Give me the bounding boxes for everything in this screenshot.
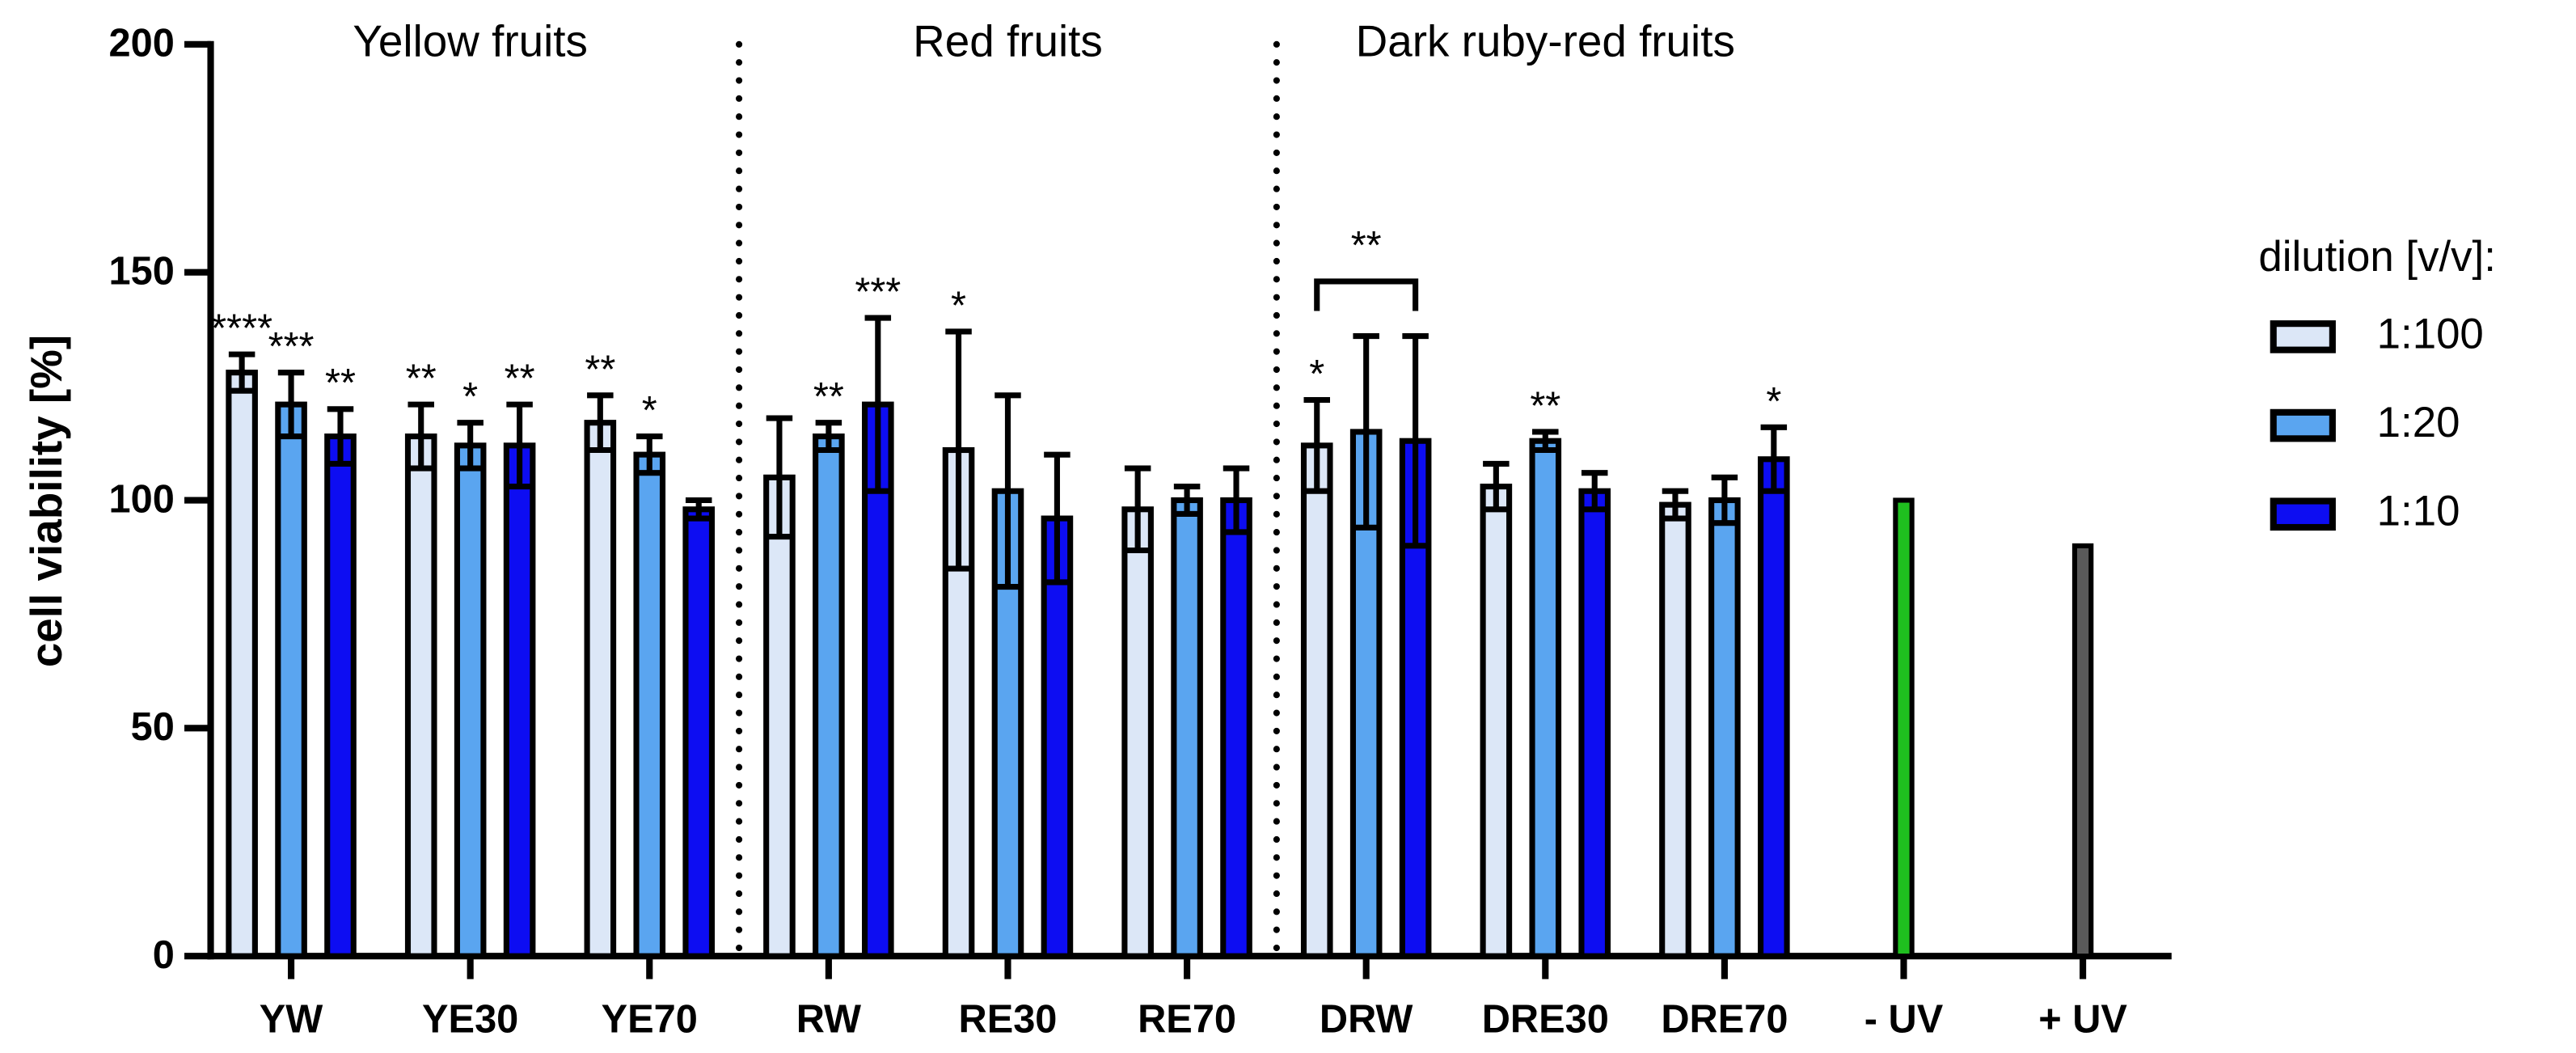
x-tick-label: RE70 — [1138, 997, 1236, 1041]
group-label: Dark ruby-red fruits — [1356, 15, 1735, 66]
x-tick-label: + UV — [2038, 997, 2127, 1041]
error-bar — [327, 406, 354, 467]
error-bar — [945, 328, 972, 572]
significance-label: * — [462, 375, 478, 419]
error-bar — [1662, 488, 1689, 522]
y-tick-label: 100 — [109, 477, 175, 521]
y-tick-label: 150 — [109, 250, 175, 294]
bar — [454, 442, 487, 959]
significance-label: * — [951, 284, 966, 328]
error-bar — [1124, 465, 1151, 554]
control-bar — [1893, 497, 1915, 959]
significance-label: * — [1309, 353, 1324, 396]
error-bar — [1581, 470, 1608, 513]
error-bar — [1173, 484, 1201, 517]
significance-label: *** — [268, 325, 315, 369]
significance-bracket — [1314, 278, 1419, 311]
significance-label: ** — [1530, 384, 1560, 428]
legend-label: 1:20 — [2377, 399, 2460, 446]
bar — [275, 401, 307, 959]
error-bar — [1044, 451, 1071, 586]
x-tick-label: DRE30 — [1482, 997, 1609, 1041]
error-bar — [277, 370, 305, 440]
control-bar — [2071, 543, 2094, 959]
error-bar — [506, 401, 533, 490]
significance-label: *** — [855, 270, 901, 314]
legend-label: 1:10 — [2377, 488, 2460, 535]
legend-swatch — [2270, 320, 2336, 353]
error-bar — [1711, 474, 1738, 526]
error-bar — [995, 392, 1021, 590]
bar — [503, 442, 536, 959]
bar — [1529, 438, 1562, 959]
significance-label: ** — [406, 357, 437, 401]
bar — [1121, 506, 1154, 959]
y-tick-label: 0 — [153, 933, 175, 977]
bracket-label: ** — [1351, 224, 1382, 268]
bar — [862, 401, 894, 959]
bar — [682, 506, 716, 959]
x-tick-label: DRW — [1320, 997, 1413, 1041]
legend-swatch — [2270, 408, 2336, 442]
error-bar — [1353, 333, 1379, 531]
significance-label: **** — [211, 307, 272, 351]
group-label: Yellow fruits — [353, 15, 588, 66]
bar — [1171, 497, 1203, 959]
y-tick-label: 200 — [109, 22, 175, 66]
x-tick-label: YE30 — [422, 997, 518, 1041]
error-bar — [1760, 424, 1788, 494]
group-label: Red fruits — [913, 15, 1103, 66]
significance-label: ** — [813, 375, 844, 419]
bar — [404, 433, 437, 959]
bar — [1041, 515, 1074, 959]
significance-label: * — [1766, 380, 1781, 424]
bar — [1758, 456, 1790, 959]
y-tick-label: 50 — [131, 705, 175, 749]
error-bar — [587, 392, 614, 454]
error-bar — [685, 497, 712, 522]
y-axis-label: cell viability [%] — [21, 335, 71, 667]
significance-label: ** — [505, 357, 535, 401]
bar — [324, 433, 357, 959]
significance-label: * — [642, 389, 657, 433]
legend-label: 1:100 — [2377, 310, 2484, 357]
bar — [813, 433, 845, 959]
bar — [226, 370, 258, 959]
bar — [1220, 497, 1252, 959]
error-bar — [457, 420, 484, 472]
x-tick-label: YW — [260, 997, 323, 1041]
significance-label: ** — [585, 348, 615, 391]
bar — [1480, 484, 1513, 959]
legend-swatch — [2270, 497, 2336, 531]
bar — [942, 446, 975, 959]
x-tick-label: DRE70 — [1661, 997, 1788, 1041]
error-bar — [1402, 333, 1429, 549]
bar — [1300, 442, 1333, 959]
bar — [763, 474, 796, 959]
error-bar — [1483, 460, 1510, 513]
bar — [1578, 488, 1611, 959]
error-bar — [1532, 429, 1559, 454]
error-bar — [1223, 465, 1250, 535]
error-bar — [228, 351, 255, 394]
x-tick-label: - UV — [1864, 997, 1944, 1041]
significance-label: ** — [325, 362, 356, 405]
bar — [1708, 497, 1741, 959]
bar — [633, 451, 666, 959]
x-tick-label: RW — [796, 997, 861, 1041]
legend-title: dilution [v/v]: — [2258, 233, 2495, 281]
error-bar — [408, 401, 434, 472]
error-bar — [815, 420, 842, 454]
error-bar — [1303, 396, 1330, 494]
x-tick-label: RE30 — [959, 997, 1058, 1041]
error-bar — [636, 433, 663, 476]
error-bar — [766, 415, 793, 540]
error-bar — [864, 315, 892, 494]
bar — [1659, 501, 1691, 959]
x-tick-label: YE70 — [602, 997, 698, 1041]
bar — [584, 420, 617, 959]
